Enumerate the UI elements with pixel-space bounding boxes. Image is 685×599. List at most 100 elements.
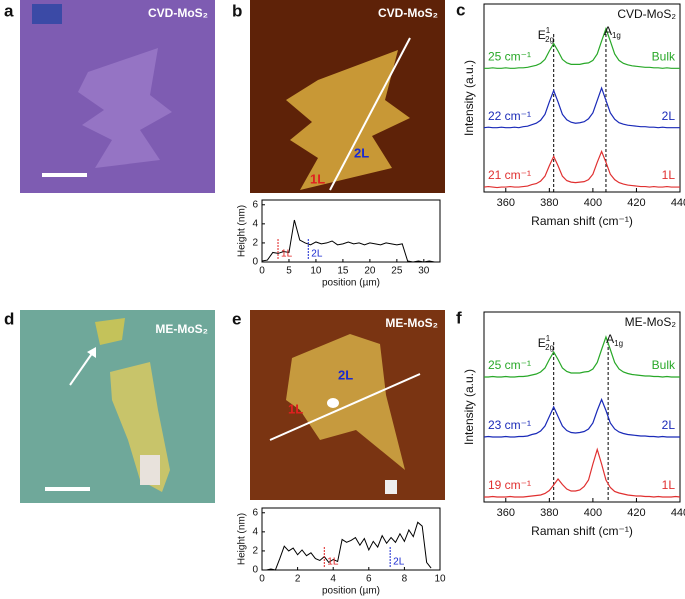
peak-label-sub: 1g — [614, 339, 623, 348]
height-profile — [262, 521, 432, 571]
y-tick-label: 0 — [252, 565, 258, 576]
peak-label: A1g — [606, 332, 623, 348]
series-label: Bulk — [652, 358, 676, 372]
y-tick-label: 4 — [252, 526, 258, 537]
peak-label: E1 2g — [538, 334, 554, 352]
fwhm-annotation: 21 cm⁻¹ — [488, 168, 531, 182]
x-tick-label: 420 — [627, 507, 645, 519]
x-tick-label: 20 — [364, 266, 376, 277]
x-tick-label: 400 — [584, 507, 602, 519]
x-tick-label: 380 — [540, 197, 558, 209]
y-tick-label: 2 — [252, 238, 258, 249]
x-axis-label: position (µm) — [322, 586, 380, 597]
y-axis-label: Height (nm) — [237, 513, 248, 565]
x-tick-label: 360 — [497, 197, 515, 209]
image-label: ME-MoS₂ — [155, 322, 208, 336]
layer-label: 1L — [288, 401, 303, 416]
plot-frame — [483, 3, 681, 193]
peak-label-sub: 2g — [545, 343, 554, 352]
panel-letter: a — [4, 1, 14, 20]
x-tick-label: 360 — [497, 507, 515, 519]
chart-title: CVD-MoS₂ — [617, 7, 676, 21]
plot-frame — [261, 507, 441, 571]
x-tick-label: 0 — [259, 266, 265, 277]
layer-label: 2L — [354, 145, 369, 160]
x-tick-label: 400 — [584, 197, 602, 209]
y-tick-label: 2 — [252, 546, 258, 557]
afm-image-e — [250, 310, 445, 500]
x-tick-label: 420 — [627, 197, 645, 209]
layer-label: 1L — [310, 171, 325, 186]
chart-title: ME-MoS₂ — [625, 315, 677, 329]
annotation: 1L — [327, 557, 339, 568]
x-axis-label: position (µm) — [322, 278, 380, 289]
series-label: 2L — [662, 109, 676, 123]
x-tick-label: 10 — [310, 266, 322, 277]
x-tick-label: 15 — [337, 266, 349, 277]
spectrum — [483, 149, 680, 189]
y-axis-label: Intensity (a.u.) — [462, 60, 476, 136]
peak-label-sub: 2g — [545, 35, 554, 44]
peak-label: E1 2g — [538, 26, 554, 44]
y-axis-label: Intensity (a.u.) — [462, 369, 476, 445]
image-label: CVD-MoS₂ — [148, 6, 208, 20]
spectrum — [484, 335, 680, 378]
annotation: 1L — [281, 249, 293, 260]
spectrum — [484, 447, 681, 498]
peak-label-sub: 1g — [612, 31, 621, 40]
optical-image-d — [20, 310, 215, 503]
x-axis-label: Raman shift (cm⁻¹) — [531, 214, 633, 228]
x-tick-label: 4 — [330, 574, 336, 585]
fwhm-annotation: 19 cm⁻¹ — [488, 478, 531, 492]
y-tick-label: 4 — [252, 218, 258, 229]
series-label: 2L — [662, 418, 676, 432]
series-label: 1L — [662, 478, 676, 492]
x-tick-label: 8 — [402, 574, 408, 585]
optical-image-a — [20, 0, 215, 193]
plot-frame — [261, 199, 441, 263]
peak-label-base: E — [538, 336, 546, 350]
y-tick-label: 6 — [252, 507, 258, 518]
peak-label-base: E — [538, 28, 546, 42]
fwhm-annotation: 23 cm⁻¹ — [488, 418, 531, 432]
spectrum — [483, 86, 680, 129]
peak-label: A1g — [604, 24, 621, 40]
spectrum — [484, 26, 680, 69]
afm-image-b — [250, 0, 445, 193]
fwhm-annotation: 22 cm⁻¹ — [488, 109, 531, 123]
series-label: 1L — [662, 168, 676, 182]
spectrum — [483, 397, 680, 438]
image-label: ME-MoS₂ — [385, 316, 438, 330]
x-tick-label: 30 — [418, 266, 430, 277]
panel-letter: d — [4, 309, 14, 328]
x-tick-label: 6 — [366, 574, 372, 585]
x-tick-label: 380 — [540, 507, 558, 519]
panel-letter: e — [232, 309, 241, 328]
peak-label-sup: 1 — [546, 334, 551, 343]
plot-frame — [483, 311, 681, 503]
y-tick-label: 0 — [252, 257, 258, 268]
panel-letter: f — [456, 308, 462, 327]
peak-label-base: A — [606, 332, 614, 346]
peak-label-sup: 1 — [546, 26, 551, 35]
height-profile — [261, 219, 435, 263]
x-tick-label: 5 — [286, 266, 292, 277]
x-axis-label: Raman shift (cm⁻¹) — [531, 524, 633, 538]
x-tick-label: 10 — [434, 574, 446, 585]
annotation: 2L — [311, 249, 323, 260]
fwhm-annotation: 25 cm⁻¹ — [488, 49, 531, 63]
x-tick-label: 2 — [295, 574, 301, 585]
panel-letter: b — [232, 1, 242, 20]
x-tick-label: 440 — [671, 197, 685, 209]
peak-label-base: A — [604, 24, 612, 38]
series-label: Bulk — [652, 49, 676, 63]
x-tick-label: 0 — [259, 574, 265, 585]
annotation: 2L — [393, 557, 405, 568]
y-tick-label: 6 — [252, 199, 258, 210]
x-tick-label: 25 — [391, 266, 403, 277]
fwhm-annotation: 25 cm⁻¹ — [488, 358, 531, 372]
image-label: CVD-MoS₂ — [378, 6, 438, 20]
y-axis-label: Height (nm) — [237, 205, 248, 257]
panel-letter: c — [456, 0, 465, 19]
